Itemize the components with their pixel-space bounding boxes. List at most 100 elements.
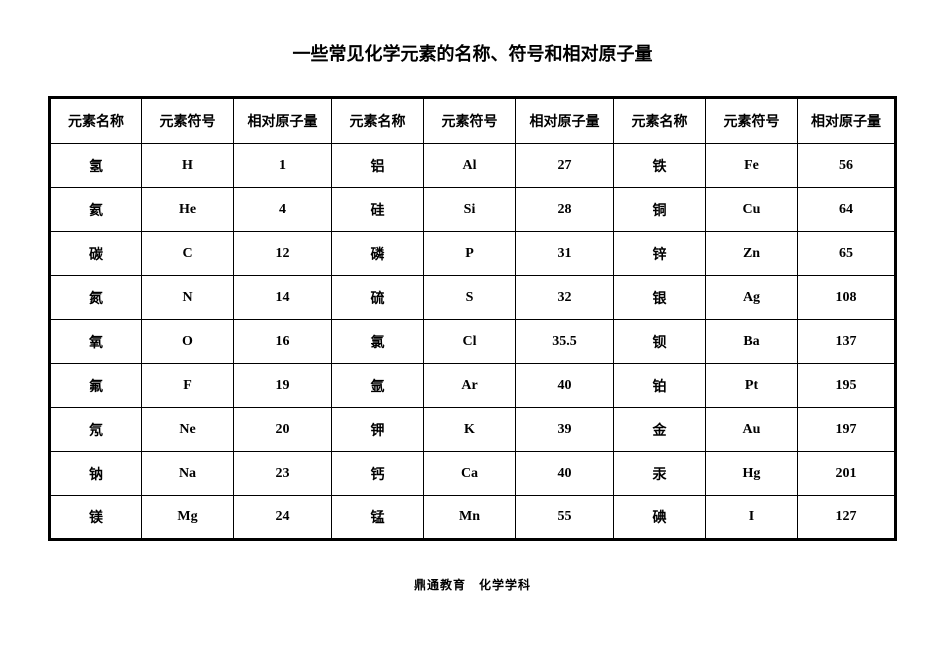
table-row: 钠 Na 23 钙 Ca 40 汞 Hg 201 — [50, 452, 896, 496]
cell-mass: 23 — [234, 452, 332, 496]
table-row: 氢 H 1 铝 Al 27 铁 Fe 56 — [50, 144, 896, 188]
table-row: 氦 He 4 硅 Si 28 铜 Cu 64 — [50, 188, 896, 232]
table-row: 氧 O 16 氯 Cl 35.5 钡 Ba 137 — [50, 320, 896, 364]
elements-table: 元素名称 元素符号 相对原子量 元素名称 元素符号 相对原子量 元素名称 元素符… — [48, 96, 897, 541]
cell-symbol: Cu — [706, 188, 798, 232]
table-row: 氮 N 14 硫 S 32 银 Ag 108 — [50, 276, 896, 320]
cell-symbol: H — [142, 144, 234, 188]
cell-mass: 40 — [516, 364, 614, 408]
cell-mass: 35.5 — [516, 320, 614, 364]
cell-symbol: Al — [424, 144, 516, 188]
cell-mass: 16 — [234, 320, 332, 364]
cell-mass: 56 — [798, 144, 896, 188]
header-name-3: 元素名称 — [614, 98, 706, 144]
cell-name: 钙 — [332, 452, 424, 496]
header-symbol-2: 元素符号 — [424, 98, 516, 144]
header-symbol-3: 元素符号 — [706, 98, 798, 144]
cell-symbol: Ba — [706, 320, 798, 364]
cell-symbol: O — [142, 320, 234, 364]
cell-mass: 127 — [798, 496, 896, 540]
cell-name: 铜 — [614, 188, 706, 232]
header-mass-2: 相对原子量 — [516, 98, 614, 144]
cell-name: 铝 — [332, 144, 424, 188]
cell-symbol: Si — [424, 188, 516, 232]
table-row: 氖 Ne 20 钾 K 39 金 Au 197 — [50, 408, 896, 452]
cell-name: 碘 — [614, 496, 706, 540]
cell-symbol: Ca — [424, 452, 516, 496]
cell-name: 铂 — [614, 364, 706, 408]
cell-mass: 195 — [798, 364, 896, 408]
table-header-row: 元素名称 元素符号 相对原子量 元素名称 元素符号 相对原子量 元素名称 元素符… — [50, 98, 896, 144]
cell-symbol: Pt — [706, 364, 798, 408]
cell-mass: 1 — [234, 144, 332, 188]
cell-name: 钡 — [614, 320, 706, 364]
cell-name: 磷 — [332, 232, 424, 276]
cell-name: 氧 — [50, 320, 142, 364]
cell-mass: 4 — [234, 188, 332, 232]
cell-name: 氢 — [50, 144, 142, 188]
cell-symbol: Cl — [424, 320, 516, 364]
cell-symbol: Mn — [424, 496, 516, 540]
cell-mass: 137 — [798, 320, 896, 364]
cell-name: 氩 — [332, 364, 424, 408]
cell-name: 铁 — [614, 144, 706, 188]
cell-mass: 197 — [798, 408, 896, 452]
table-row: 氟 F 19 氩 Ar 40 铂 Pt 195 — [50, 364, 896, 408]
cell-symbol: S — [424, 276, 516, 320]
cell-symbol: Ne — [142, 408, 234, 452]
cell-name: 钾 — [332, 408, 424, 452]
cell-mass: 32 — [516, 276, 614, 320]
cell-mass: 19 — [234, 364, 332, 408]
cell-mass: 55 — [516, 496, 614, 540]
cell-name: 锰 — [332, 496, 424, 540]
cell-mass: 27 — [516, 144, 614, 188]
header-name-1: 元素名称 — [50, 98, 142, 144]
page-footer: 鼎通教育 化学学科 — [414, 576, 531, 593]
cell-mass: 40 — [516, 452, 614, 496]
cell-symbol: Na — [142, 452, 234, 496]
cell-name: 银 — [614, 276, 706, 320]
cell-symbol: Ag — [706, 276, 798, 320]
cell-name: 氮 — [50, 276, 142, 320]
cell-mass: 39 — [516, 408, 614, 452]
cell-name: 氦 — [50, 188, 142, 232]
cell-symbol: Ar — [424, 364, 516, 408]
cell-symbol: N — [142, 276, 234, 320]
cell-name: 氖 — [50, 408, 142, 452]
cell-name: 钠 — [50, 452, 142, 496]
cell-name: 金 — [614, 408, 706, 452]
page-title: 一些常见化学元素的名称、符号和相对原子量 — [293, 40, 653, 66]
cell-mass: 65 — [798, 232, 896, 276]
cell-name: 硅 — [332, 188, 424, 232]
cell-name: 汞 — [614, 452, 706, 496]
cell-name: 镁 — [50, 496, 142, 540]
table-row: 碳 C 12 磷 P 31 锌 Zn 65 — [50, 232, 896, 276]
cell-mass: 24 — [234, 496, 332, 540]
cell-mass: 12 — [234, 232, 332, 276]
cell-symbol: Au — [706, 408, 798, 452]
cell-mass: 108 — [798, 276, 896, 320]
cell-symbol: Fe — [706, 144, 798, 188]
cell-name: 碳 — [50, 232, 142, 276]
header-mass-1: 相对原子量 — [234, 98, 332, 144]
table-row: 镁 Mg 24 锰 Mn 55 碘 I 127 — [50, 496, 896, 540]
cell-mass: 14 — [234, 276, 332, 320]
cell-mass: 28 — [516, 188, 614, 232]
cell-name: 氟 — [50, 364, 142, 408]
cell-symbol: Mg — [142, 496, 234, 540]
cell-name: 锌 — [614, 232, 706, 276]
cell-symbol: K — [424, 408, 516, 452]
cell-mass: 64 — [798, 188, 896, 232]
cell-symbol: P — [424, 232, 516, 276]
header-name-2: 元素名称 — [332, 98, 424, 144]
cell-symbol: Hg — [706, 452, 798, 496]
cell-mass: 31 — [516, 232, 614, 276]
cell-symbol: F — [142, 364, 234, 408]
cell-symbol: I — [706, 496, 798, 540]
cell-mass: 201 — [798, 452, 896, 496]
cell-symbol: C — [142, 232, 234, 276]
cell-name: 硫 — [332, 276, 424, 320]
cell-mass: 20 — [234, 408, 332, 452]
header-symbol-1: 元素符号 — [142, 98, 234, 144]
cell-symbol: He — [142, 188, 234, 232]
